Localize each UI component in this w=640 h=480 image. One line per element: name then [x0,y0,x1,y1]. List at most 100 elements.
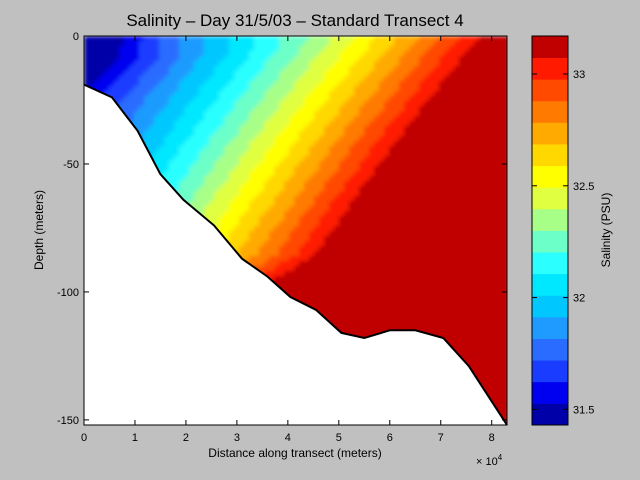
contour-cell [324,251,330,257]
contour-cell [479,186,485,192]
contour-cell [379,111,385,117]
contour-cell [239,176,245,182]
contour-cell [329,36,335,42]
contour-cell [394,311,400,317]
contour-cell [309,276,315,282]
contour-cell [424,201,430,207]
contour-cell [134,41,140,47]
contour-cell [439,236,445,242]
contour-cell [154,96,160,102]
contour-cell [204,161,210,167]
contour-cell [334,41,340,47]
contour-cell [84,71,90,77]
contour-cell [284,81,290,87]
contour-cell [219,91,225,97]
contour-cell [279,216,285,222]
contour-cell [184,96,190,102]
contour-cell [179,151,185,157]
contour-cell [269,66,275,72]
contour-cell [464,251,470,257]
contour-cell [199,61,205,67]
contour-cell [314,176,320,182]
contour-cell [469,266,475,272]
contour-cell [249,171,255,177]
contour-cell [359,71,365,77]
contour-cell [299,141,305,147]
contour-cell [369,176,375,182]
contour-cell [344,51,350,57]
contour-cell [434,161,440,167]
contour-cell [224,91,230,97]
contour-cell [109,76,115,82]
contour-cell [349,291,355,297]
contour-cell [239,236,245,242]
contour-cell [194,196,200,202]
contour-cell [329,121,335,127]
contour-cell [384,326,390,332]
contour-cell [404,261,410,267]
contour-cell [379,316,385,322]
contour-cell [264,251,270,257]
contour-cell [349,171,355,177]
contour-cell [449,316,455,322]
contour-cell [374,281,380,287]
contour-cell [104,71,110,77]
contour-cell [369,231,375,237]
contour-cell [484,291,490,297]
contour-cell [204,91,210,97]
contour-cell [389,311,395,317]
contour-cell [324,76,330,82]
contour-cell [149,36,155,42]
contour-cell [129,61,135,67]
contour-cell [249,246,255,252]
contour-cell [424,61,430,67]
contour-cell [324,281,330,287]
contour-cell [364,156,370,162]
contour-cell [474,151,480,157]
contour-cell [379,166,385,172]
contour-cell [364,166,370,172]
contour-cell [449,191,455,197]
contour-cell [334,136,340,142]
contour-cell [124,36,130,42]
contour-cell [234,201,240,207]
contour-cell [219,216,225,222]
contour-cell [459,126,465,132]
contour-cell [304,46,310,52]
contour-cell [444,256,450,262]
contour-cell [169,81,175,87]
contour-cell [144,41,150,47]
contour-cell [499,271,505,277]
contour-cell [214,161,220,167]
contour-cell [229,206,235,212]
contour-cell [209,151,215,157]
contour-cell [399,226,405,232]
contour-cell [404,81,410,87]
contour-cell [394,191,400,197]
contour-cell [334,146,340,152]
contour-cell [249,211,255,217]
contour-cell [479,301,485,307]
contour-cell [144,101,150,107]
contour-cell [304,281,310,287]
contour-cell [119,51,125,57]
contour-cell [504,186,507,192]
contour-cell [399,281,405,287]
contour-cell [359,146,365,152]
contour-cell [329,246,335,252]
contour-cell [349,91,355,97]
contour-cell [494,211,500,217]
contour-cell [384,71,390,77]
contour-cell [474,271,480,277]
contour-cell [154,156,160,162]
contour-cell [249,231,255,237]
contour-cell [419,301,425,307]
contour-cell [209,146,215,152]
contour-cell [109,86,115,92]
contour-cell [269,156,275,162]
contour-cell [94,61,100,67]
contour-cell [464,211,470,217]
contour-cell [389,156,395,162]
contour-cell [494,271,500,277]
contour-cell [319,76,325,82]
